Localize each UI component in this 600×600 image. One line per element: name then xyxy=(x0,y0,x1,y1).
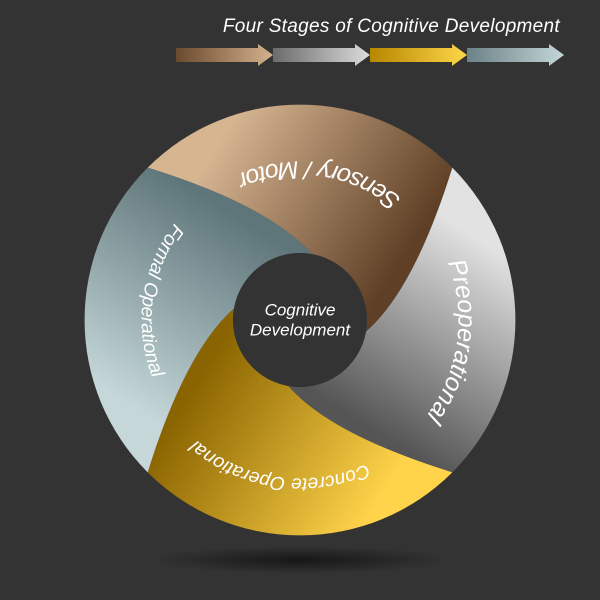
legend-arrow xyxy=(273,44,370,66)
legend-arrow-strip xyxy=(176,44,564,66)
legend-arrow xyxy=(176,44,273,66)
center-label: Cognitive Development xyxy=(235,300,365,339)
wheel-shadow xyxy=(150,546,450,574)
diagram-title: Four Stages of Cognitive Development xyxy=(223,16,560,38)
legend-arrow xyxy=(467,44,564,66)
diagram-canvas: Four Stages of Cognitive Development Sen… xyxy=(0,0,600,600)
legend-arrow xyxy=(370,44,467,66)
